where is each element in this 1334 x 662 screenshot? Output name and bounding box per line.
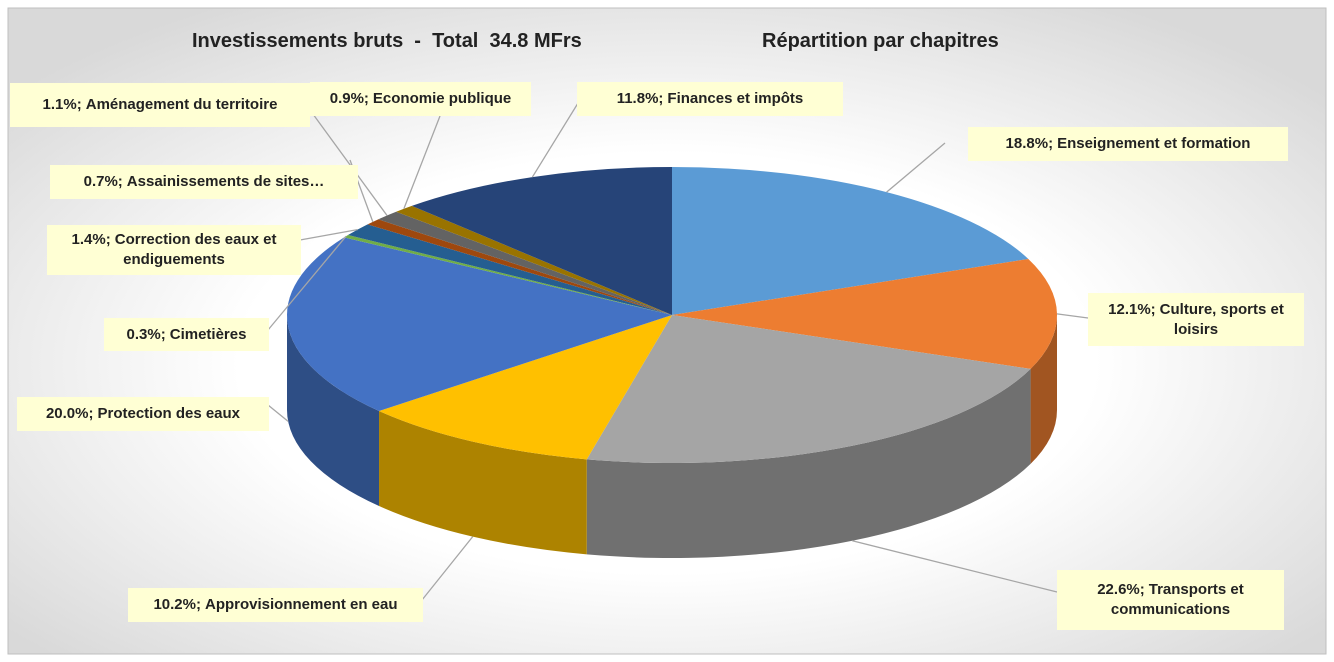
slice-side (379, 411, 587, 555)
chart-title: Investissements bruts - Total 34.8 MFrs (192, 30, 582, 52)
category-label: Economie publique (372, 90, 512, 107)
data-label-text: 1.4%; Correction des eaux et endiguements (51, 230, 297, 270)
slice (344, 235, 672, 315)
category-label: Assainissements de sites… (126, 173, 325, 190)
data-label-text: 18.8%; Enseignement et formation (1006, 134, 1251, 154)
data-label: 20.0%; Protection des eaux (17, 397, 269, 431)
slice (411, 167, 672, 315)
value-label: 11.8%; (616, 90, 664, 107)
value-label: 22.6%; (1097, 581, 1145, 598)
value-label: 0.9%; (329, 90, 369, 107)
slice (672, 258, 1057, 369)
value-label: 0.3%; (126, 325, 166, 343)
leader-line (1056, 313, 1089, 319)
slice (672, 167, 1029, 315)
data-label-text: 0.9%; Economie publique (330, 89, 512, 109)
leader-line (299, 228, 358, 241)
data-label: 0.3%; Cimetières (104, 318, 269, 351)
data-label-text: 1.1%; Aménagement du territoire (43, 95, 278, 115)
category-label: Correction des eaux et endiguements (114, 231, 277, 268)
value-label: 0.7%; (83, 173, 123, 190)
slice (287, 237, 672, 412)
category-label: Transports et communications (1110, 581, 1244, 618)
data-label: 0.9%; Economie publique (310, 82, 531, 116)
slice (379, 315, 672, 460)
slice-side (1030, 315, 1057, 464)
data-label: 0.7%; Assainissements de sites… (50, 165, 358, 199)
value-label: 20.0%; (45, 405, 94, 422)
slice (396, 205, 672, 315)
chart-subtitle: Répartition par chapitres (762, 30, 999, 52)
data-label-text: 22.6%; Transports et communications (1061, 580, 1280, 620)
value-label: 1.4%; (71, 231, 111, 248)
leader-line (852, 540, 1058, 593)
value-label: 12.1%; (1108, 300, 1156, 318)
value-label: 18.8%; (1005, 135, 1054, 152)
data-label: 10.2%; Approvisionnement en eau (128, 588, 423, 622)
slice (586, 315, 1031, 463)
category-label: Cimetières (169, 325, 247, 343)
data-label: 1.1%; Aménagement du territoire (10, 83, 310, 127)
data-label-text: 0.7%; Assainissements de sites… (84, 172, 325, 192)
category-label: Culture, sports et loisirs (1159, 300, 1284, 338)
leader-line (267, 235, 347, 331)
data-label: 18.8%; Enseignement et formation (968, 127, 1288, 161)
leader-line (421, 536, 474, 601)
slice-side (586, 368, 1031, 558)
leader-line (531, 94, 584, 178)
category-label: Enseignement et formation (1057, 135, 1251, 152)
category-label: Aménagement du territoire (85, 96, 278, 113)
data-label: 12.1%; Culture, sports et loisirs (1088, 293, 1304, 346)
data-label: 1.4%; Correction des eaux et endiguements (47, 225, 301, 275)
value-label: 1.1%; (42, 96, 82, 113)
leader-line (309, 109, 388, 216)
data-label: 22.6%; Transports et communications (1057, 570, 1284, 630)
leader-line (267, 404, 289, 422)
data-label-text: 11.8%; Finances et impôts (617, 89, 804, 109)
category-label: Approvisionnement en eau (204, 596, 398, 613)
data-label-text: 12.1%; Culture, sports et loisirs (1092, 300, 1300, 340)
value-label: 10.2%; (153, 596, 201, 613)
leader-line (403, 115, 441, 210)
category-label: Protection des eaux (97, 405, 241, 422)
data-label: 11.8%; Finances et impôts (577, 82, 843, 116)
data-label-text: 20.0%; Protection des eaux (46, 404, 240, 424)
slice (367, 219, 672, 315)
data-label-text: 10.2%; Approvisionnement en eau (153, 595, 397, 615)
leader-line (886, 142, 946, 193)
slice (378, 211, 672, 315)
slice-side (287, 315, 380, 507)
category-label: Finances et impôts (667, 90, 804, 107)
data-label-text: 0.3%; Cimetières (127, 325, 247, 345)
slice (348, 224, 672, 315)
